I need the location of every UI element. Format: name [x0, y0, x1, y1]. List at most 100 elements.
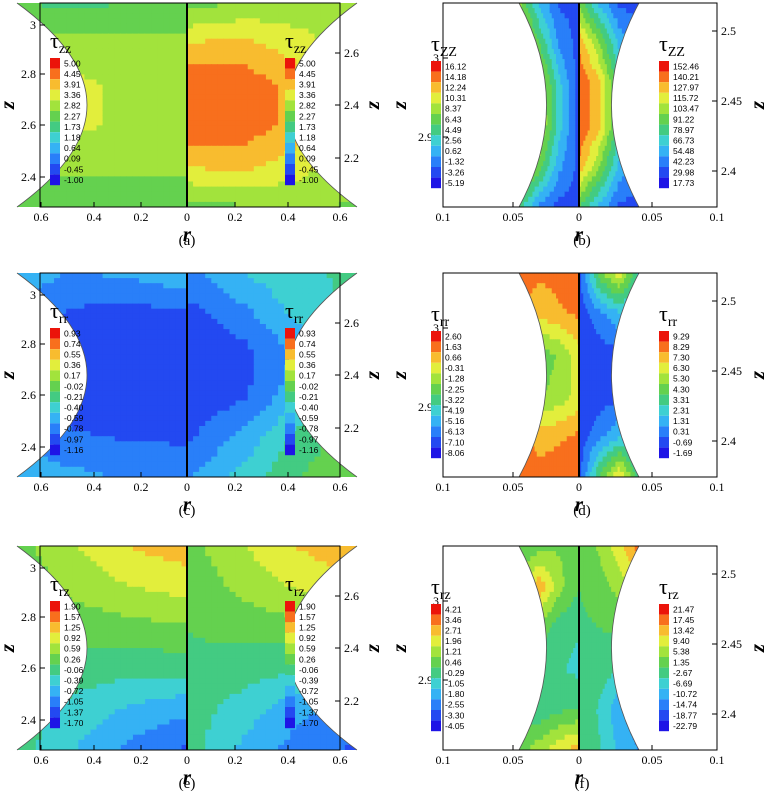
contour-cell [320, 74, 328, 81]
contour-cell [308, 8, 316, 14]
contour-cell [529, 69, 533, 75]
contour-cell [29, 110, 36, 116]
contour-cell [114, 278, 121, 284]
contour-cell [574, 166, 578, 172]
contour-cell [523, 94, 527, 101]
legend-level: -1.32 [445, 157, 465, 167]
contour-cell [604, 33, 608, 40]
contour-cell [187, 33, 194, 40]
contour-cell [302, 43, 310, 50]
contour-cell [187, 23, 194, 30]
contour-cell [621, 150, 625, 157]
contour-cell [519, 191, 522, 198]
contour-cell [272, 130, 279, 137]
contour-cell [114, 105, 121, 111]
contour-cell [634, 59, 638, 65]
contour-cell [95, 79, 103, 86]
contour-cell [549, 8, 552, 14]
contour-cell [272, 64, 279, 70]
contour-cell [284, 43, 291, 50]
contour-cell [598, 18, 602, 24]
contour-cell [344, 3, 352, 9]
contour-cell [600, 115, 604, 121]
contour-cell [521, 150, 524, 157]
contour-cell [583, 13, 587, 19]
contour-cell [529, 38, 533, 45]
contour-cell [35, 89, 42, 96]
contour-cell [180, 94, 188, 101]
contour-cell [527, 59, 531, 65]
contour-cell [150, 278, 158, 284]
contour-cell [619, 181, 623, 188]
contour-cell [156, 18, 164, 24]
contour-cell [150, 125, 158, 132]
contour-cell [114, 89, 121, 96]
contour-cell [35, 74, 42, 81]
contour-cell [235, 69, 243, 75]
x-tick-label: 0.6 [333, 210, 348, 224]
contour-cell [120, 201, 127, 207]
contour-cell [555, 171, 559, 177]
contour-cell [332, 171, 340, 177]
legend-swatch [50, 79, 60, 90]
contour-cell [555, 38, 559, 45]
contour-cell [566, 3, 569, 9]
contour-cell [265, 156, 273, 162]
contour-cell [559, 94, 563, 101]
contour-cell [302, 161, 310, 167]
contour-cell [168, 161, 176, 167]
contour-cell [17, 298, 24, 305]
contour-cell [546, 201, 550, 207]
contour-cell [559, 38, 563, 45]
contour-cell [521, 33, 524, 40]
contour-cell [538, 99, 542, 106]
contour-cell [538, 74, 542, 81]
contour-cell [594, 23, 597, 30]
contour-cell [180, 43, 188, 50]
contour-cell [613, 28, 617, 35]
contour-cell [144, 176, 152, 183]
contour-cell [579, 145, 582, 152]
contour-cell [540, 18, 544, 24]
contour-cell [144, 186, 152, 193]
contour-cell [600, 74, 604, 81]
contour-cell [624, 140, 627, 147]
contour-cell [290, 201, 297, 207]
contour-cell [259, 23, 267, 30]
contour-cell [628, 166, 632, 172]
contour-cell [174, 89, 182, 96]
contour-cell [308, 28, 316, 35]
contour-cell [132, 303, 140, 310]
contour-cell [572, 99, 576, 106]
contour-cell [193, 99, 200, 106]
contour-cell [604, 13, 608, 19]
contour-cell [253, 115, 261, 121]
contour-cell [108, 298, 115, 305]
contour-cell [602, 110, 606, 116]
contour-cell [587, 135, 591, 142]
contour-cell [534, 150, 537, 157]
contour-cell [332, 8, 340, 14]
contour-cell [606, 201, 610, 207]
contour-cell [604, 181, 608, 188]
contour-cell [95, 74, 103, 81]
contour-cell [632, 186, 636, 193]
contour-cell [581, 130, 584, 137]
contour-cell [95, 140, 103, 147]
contour-cell [193, 120, 200, 126]
contour-cell [41, 28, 48, 35]
contour-cell [272, 110, 279, 116]
contour-cell [619, 171, 623, 177]
contour-cell [624, 150, 627, 157]
contour-cell [598, 191, 602, 198]
contour-cell [83, 324, 91, 330]
contour-cell [326, 94, 334, 101]
contour-cell [559, 161, 563, 167]
contour-cell [211, 99, 218, 106]
contour-cell [564, 140, 567, 147]
contour-cell [114, 54, 121, 60]
contour-cell [540, 171, 544, 177]
contour-cell [542, 140, 546, 147]
contour-cell [557, 33, 561, 40]
contour-cell [71, 324, 79, 330]
